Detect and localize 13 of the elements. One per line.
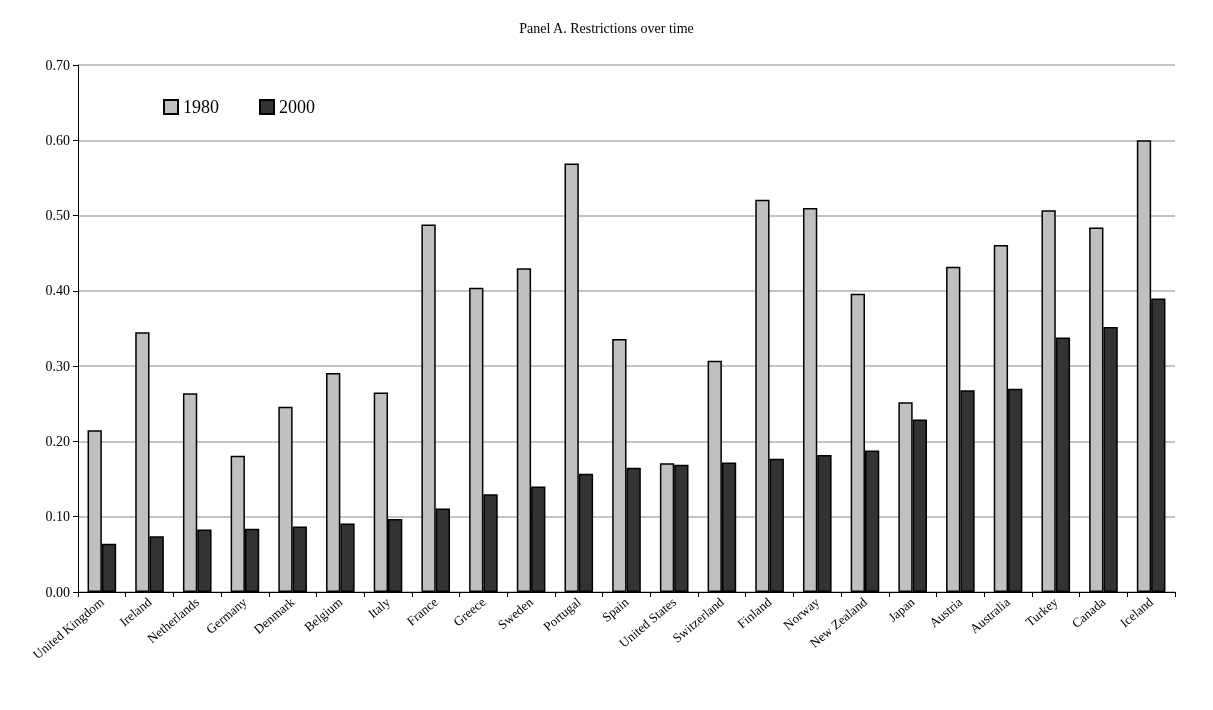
chart-title: Panel A. Restrictions over time	[519, 20, 694, 36]
y-tick-label: 0.20	[45, 433, 70, 449]
y-tick-label: 0.10	[45, 509, 70, 525]
x-tick-label: Japan	[885, 593, 918, 625]
y-tick-label: 0.60	[45, 132, 70, 148]
y-tick-label: 0.70	[45, 57, 70, 73]
y-tick-label: 0.50	[45, 208, 70, 224]
y-tick-label: 0.40	[45, 283, 70, 299]
y-tick-label: 0.00	[45, 584, 70, 600]
legend-label: 2000	[279, 97, 315, 117]
y-tick-label: 0.30	[45, 358, 70, 374]
legend-label: 1980	[183, 97, 219, 117]
x-tick-label: Italy	[364, 593, 394, 622]
